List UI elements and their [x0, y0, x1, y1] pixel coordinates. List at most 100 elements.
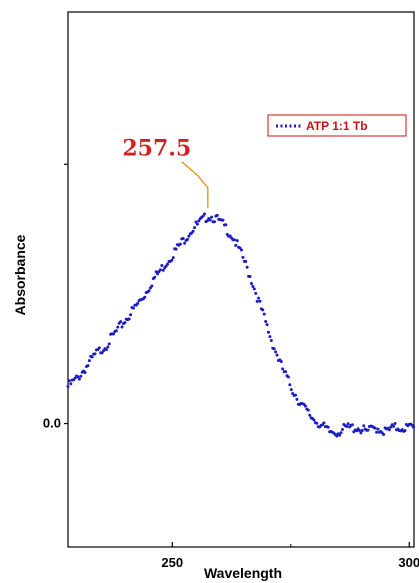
data-point-0 [252, 287, 256, 291]
data-point-0 [308, 413, 312, 417]
data-point-0 [255, 299, 259, 303]
data-point-0 [281, 367, 285, 371]
data-point-0 [340, 427, 344, 431]
y-tick-label: 0.0 [43, 416, 61, 431]
data-point-0 [66, 385, 70, 388]
data-point-0 [131, 306, 135, 310]
data-point-0 [306, 408, 310, 412]
data-point-0 [360, 428, 364, 432]
data-point-0 [93, 352, 97, 356]
data-point-0 [123, 321, 127, 325]
data-point-0 [205, 219, 209, 223]
data-point-0 [112, 332, 115, 336]
data-point-0 [77, 377, 81, 381]
data-point-0 [119, 320, 123, 324]
data-point-0 [376, 427, 380, 431]
data-point-0 [69, 382, 73, 386]
data-point-0 [389, 425, 393, 429]
data-point-0 [67, 379, 71, 383]
data-point-0 [215, 213, 219, 217]
data-point-0 [350, 423, 354, 427]
data-point-0 [392, 424, 396, 428]
data-point-0 [107, 342, 111, 346]
data-point-0 [136, 301, 140, 305]
data-point-0 [257, 296, 261, 300]
data-point-0 [335, 434, 339, 438]
data-point-0 [106, 345, 110, 349]
data-point-0 [294, 393, 298, 397]
x-tick-label: 300 [398, 555, 419, 570]
data-point-0 [261, 308, 265, 312]
data-point-0 [232, 238, 236, 242]
data-point-0 [208, 218, 212, 222]
data-point-0 [166, 262, 170, 266]
data-point-0 [284, 370, 288, 374]
data-point-0 [185, 238, 189, 242]
data-point-0 [87, 359, 91, 363]
data-point-0 [161, 268, 165, 272]
data-point-0 [248, 275, 252, 279]
data-point-0 [195, 222, 199, 226]
data-point-0 [76, 375, 80, 379]
data-point-0 [221, 218, 225, 222]
data-point-0 [403, 429, 407, 433]
data-point-0 [295, 397, 299, 401]
data-point-0 [147, 289, 151, 293]
peak-leader-line [181, 161, 209, 208]
data-point-0 [289, 388, 293, 392]
legend-box [267, 114, 407, 137]
data-point-0 [286, 375, 290, 379]
x-tick-label: 250 [161, 555, 183, 570]
data-point-0 [116, 325, 120, 329]
data-point-0 [203, 212, 206, 216]
data-point-0 [272, 347, 276, 351]
data-point-0 [382, 432, 386, 436]
data-point-0 [375, 430, 379, 434]
data-point-0 [274, 350, 278, 354]
data-point-0 [171, 256, 175, 260]
data-point-0 [90, 355, 94, 359]
data-point-0 [366, 428, 370, 432]
data-point-0 [120, 325, 124, 329]
data-point-0 [129, 313, 133, 317]
data-point-0 [262, 312, 266, 316]
data-point-0 [191, 229, 195, 233]
data-point-0 [338, 433, 342, 437]
data-point-0 [373, 426, 377, 430]
data-point-0 [326, 425, 330, 429]
data-point-0 [187, 234, 191, 238]
legend: ATP 1:1 Tb [267, 114, 407, 137]
data-point-0 [197, 219, 201, 223]
data-point-0 [235, 239, 239, 243]
peak-label: 257.5 [122, 136, 191, 162]
data-point-0 [194, 220, 198, 224]
data-point-0 [245, 265, 249, 269]
data-point-0 [303, 404, 307, 408]
data-point-0 [201, 214, 205, 218]
legend-entry-atp: ATP 1:1 Tb [306, 119, 368, 133]
data-point-0 [244, 259, 248, 263]
data-point-0 [346, 422, 350, 426]
data-point-0 [249, 282, 253, 286]
data-point-0 [322, 421, 326, 425]
data-point-0 [224, 223, 228, 227]
data-point-0 [143, 295, 147, 299]
data-point-0 [393, 421, 397, 425]
data-point-0 [181, 236, 185, 240]
data-point-0 [97, 346, 101, 350]
data-point-0 [412, 425, 416, 429]
data-point-0 [83, 370, 87, 374]
data-point-0 [210, 215, 214, 219]
data-point-0 [170, 258, 174, 262]
data-point-0 [387, 428, 391, 432]
data-point-0 [279, 359, 283, 363]
data-point-0 [239, 248, 243, 252]
data-point-0 [234, 243, 238, 247]
data-point-0 [275, 353, 279, 357]
data-point-0 [178, 242, 182, 246]
data-point-0 [153, 275, 157, 279]
x-axis-title: Wavelength [204, 565, 282, 581]
data-point-0 [86, 364, 90, 368]
data-point-0 [183, 241, 187, 245]
